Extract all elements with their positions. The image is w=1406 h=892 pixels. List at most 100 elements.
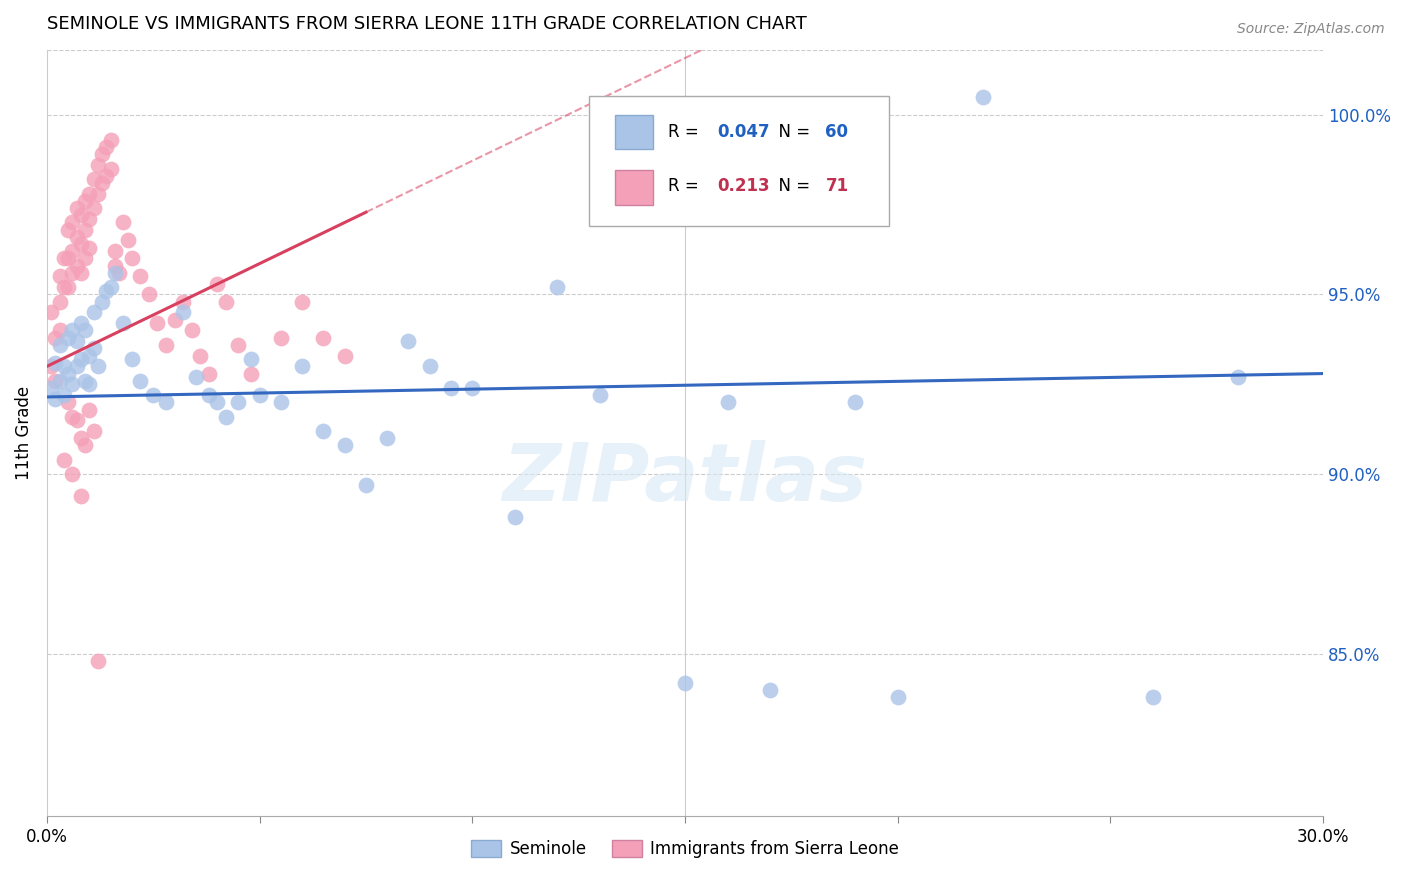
Point [87,359,110,374]
Point [52,388,75,402]
Point [52,252,75,266]
Point [83,305,105,319]
Point [56,252,79,266]
Text: 60: 60 [825,123,848,141]
Point [62,467,84,482]
Point [240,352,263,367]
Point [503,510,526,524]
Point [886,690,908,705]
Point [66,413,89,427]
Point [79,186,101,201]
Point [87,186,110,201]
Point [75,194,97,208]
Point [56,367,79,381]
Point [100,161,122,176]
Point [100,280,122,294]
Point [228,395,250,409]
Text: R =: R = [668,123,704,141]
Point [66,230,89,244]
Point [83,424,105,438]
Point [56,280,79,294]
Point [121,252,143,266]
Point [70,208,93,222]
Point [96,284,118,298]
Point [62,244,84,259]
FancyBboxPatch shape [589,95,889,226]
Text: ZIPatlas: ZIPatlas [502,440,868,518]
Point [249,388,271,402]
Point [91,294,114,309]
Point [79,402,101,417]
Point [214,294,236,309]
FancyBboxPatch shape [614,115,654,150]
Point [1142,690,1164,705]
Point [87,654,110,668]
Point [70,266,93,280]
Point [39,305,62,319]
Point [62,323,84,337]
Point [70,237,93,252]
Point [52,280,75,294]
Point [96,169,118,183]
Point [589,388,612,402]
Point [172,294,194,309]
Point [163,312,186,326]
Point [48,374,70,388]
Point [291,359,314,374]
Point [205,277,228,291]
Point [228,338,250,352]
Point [112,316,135,330]
Point [716,395,738,409]
Point [197,388,219,402]
Point [333,349,356,363]
Point [79,211,101,226]
Point [291,294,314,309]
FancyBboxPatch shape [614,170,654,204]
Point [75,222,97,236]
Point [121,352,143,367]
Point [70,489,93,503]
Point [419,359,441,374]
Point [546,280,568,294]
Point [312,330,335,344]
Text: 0.213: 0.213 [717,178,769,195]
Point [83,172,105,186]
Point [62,215,84,229]
Point [56,222,79,236]
Point [44,374,66,388]
Point [205,395,228,409]
Point [79,377,101,392]
Point [759,683,782,698]
Point [312,424,335,438]
Point [96,140,118,154]
Point [79,241,101,255]
Point [52,359,75,374]
Text: N =: N = [768,178,815,195]
Point [155,395,177,409]
Point [52,453,75,467]
Point [48,294,70,309]
Point [104,244,127,259]
Point [66,359,89,374]
Point [155,338,177,352]
Point [129,269,152,284]
Point [66,201,89,215]
Point [461,381,484,395]
Point [146,316,169,330]
Point [75,323,97,337]
Point [440,381,463,395]
Point [214,409,236,424]
Point [70,431,93,445]
Point [66,259,89,273]
Point [398,334,420,348]
Point [375,431,398,445]
Point [48,338,70,352]
Point [354,478,377,492]
Text: 0.047: 0.047 [717,123,769,141]
Point [240,367,263,381]
Point [184,370,207,384]
Point [83,342,105,356]
Point [673,676,696,690]
Point [138,287,160,301]
Point [100,133,122,147]
